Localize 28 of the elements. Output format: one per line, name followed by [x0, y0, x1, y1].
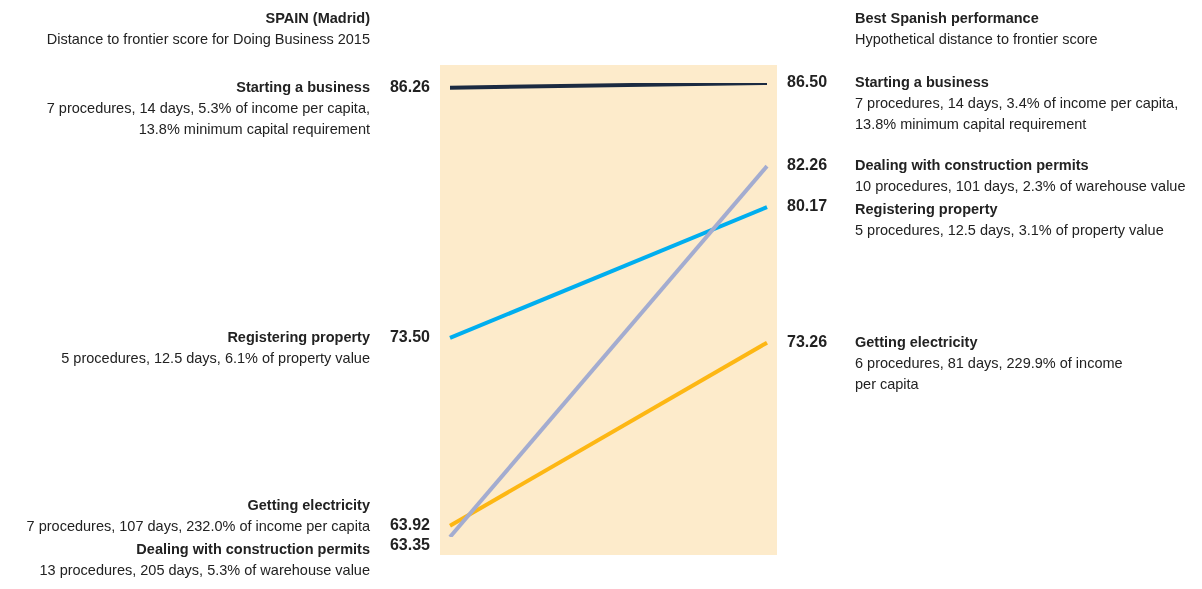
data-label: 86.26 [389, 76, 430, 97]
text: Best Spanish performance [855, 9, 1040, 28]
text: Hypothetical distance to frontier score [855, 30, 1098, 49]
text: Getting electricity [855, 333, 978, 350]
data-label: 82.26 [787, 155, 828, 176]
text: Getting electricity [246, 496, 370, 515]
text: Starting a business [855, 74, 989, 90]
text: Registering property [855, 201, 998, 218]
annotation: 6 procedures, 81 days, 229.9% of income per capita [855, 353, 1123, 394]
data-label: 73.26 [787, 331, 828, 352]
text: SPAIN (Madrid) [264, 9, 370, 28]
annotation: 7 procedures, 14 days, 3.4% of income per capita, 13.8% minimum capital requirement [855, 94, 1179, 134]
annotation: 5 procedures, 12.5 days, 6.1% of property value [61, 348, 370, 368]
annotation: 7 procedures, 107 days, 232.0% of income per capita [26, 517, 370, 536]
text: Registering property [226, 327, 370, 347]
text: Distance to frontier score for Doing Business 2015 [46, 30, 370, 49]
text: Dealing with construction permits [855, 157, 1089, 174]
annotation: 10 procedures, 101 days, 2.3% of warehouse value [855, 177, 1186, 197]
text: Starting a business [235, 77, 370, 97]
data-label: 80.17 [787, 196, 828, 217]
data-label: 86.50 [787, 72, 828, 92]
data-label: 73.50 [389, 326, 430, 347]
annotation: 5 procedures, 12.5 days, 3.1% of property value [855, 221, 1164, 241]
data-label: 63.92 [389, 514, 430, 535]
text: 13 procedures, 205 days, 5.3% of warehouse value [39, 561, 370, 580]
data-label: 63.35 [389, 534, 430, 555]
annotation: 7 procedures, 14 days, 5.3% of income per capita, 13.8% minimum capital requirement [46, 98, 370, 139]
text: Dealing with construction permits [135, 540, 370, 559]
